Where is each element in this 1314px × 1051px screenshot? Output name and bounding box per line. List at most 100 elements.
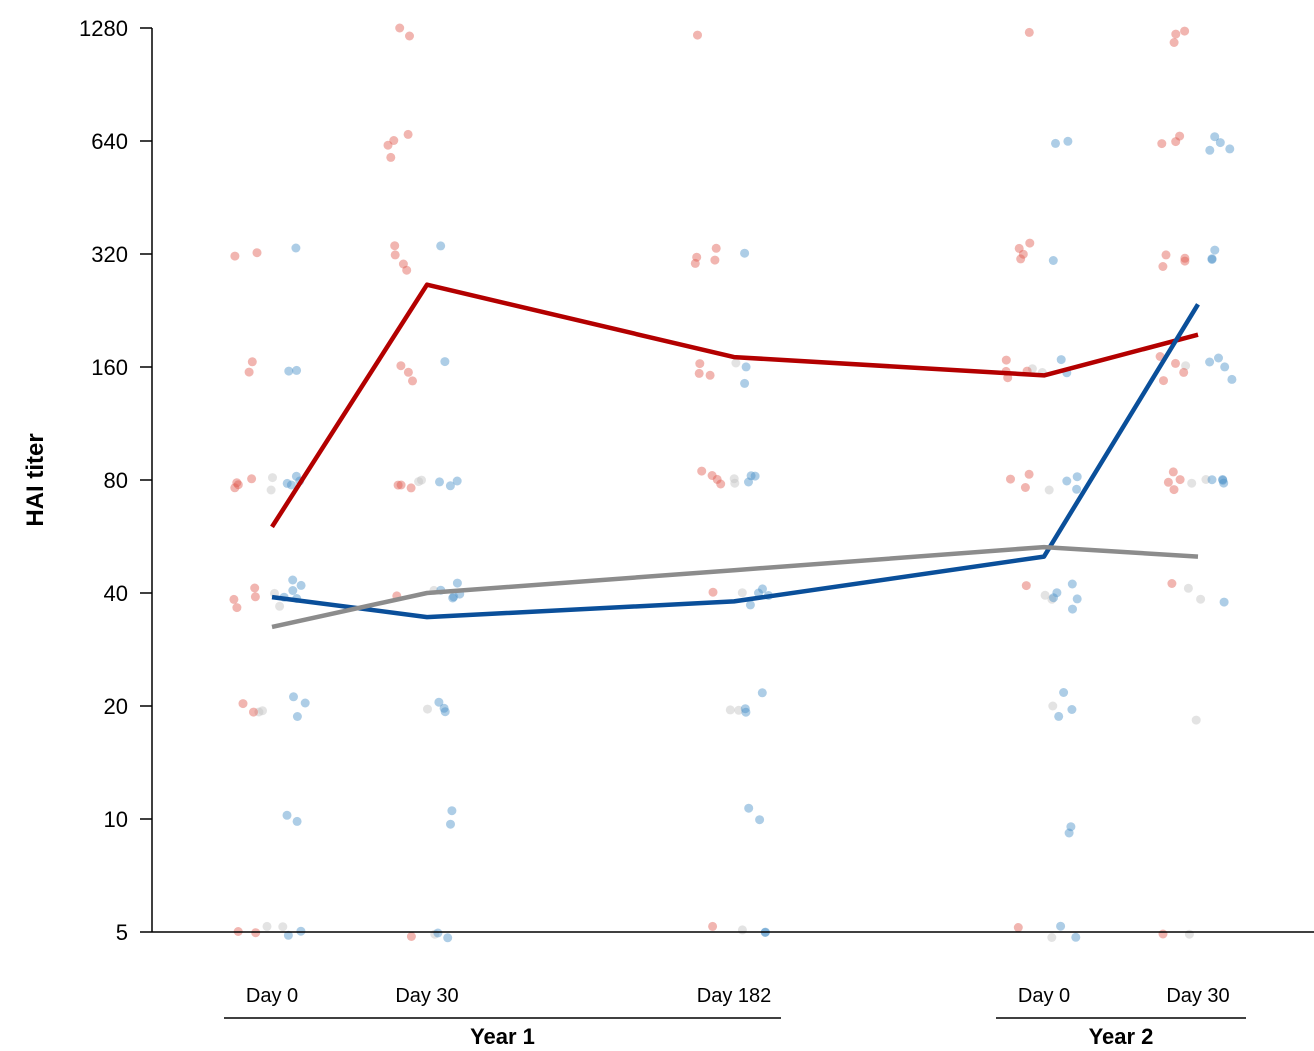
data-point-red [247, 474, 257, 484]
data-point-blue [433, 928, 443, 938]
data-point-blue [283, 930, 293, 940]
group-label: Year 1 [470, 1024, 535, 1049]
data-point-red [1006, 474, 1015, 484]
y-tick-label: 5 [116, 920, 128, 945]
series-line-1 [271, 303, 1200, 620]
data-point-blue [1056, 355, 1066, 365]
data-point-red [694, 368, 704, 378]
data-point-blue [1056, 921, 1066, 931]
data-point-blue [288, 575, 298, 585]
data-point-gray [254, 707, 264, 717]
data-point-red [406, 483, 416, 493]
data-point-red [1024, 469, 1034, 479]
data-point-blue [445, 481, 455, 491]
data-point-blue [296, 926, 306, 936]
data-point-blue [757, 688, 767, 698]
data-point-red [1016, 254, 1026, 264]
data-point-red [716, 479, 726, 489]
y-ticks: 5 10 20 40 80 160 320 640 1280 [79, 16, 152, 945]
data-point-red [1014, 243, 1024, 253]
y-tick-label: 10 [104, 807, 128, 832]
data-point-red [710, 255, 720, 265]
data-point-blue [740, 248, 750, 258]
x-category-label: Day 0 [246, 985, 298, 1007]
data-point-blue [296, 580, 306, 590]
data-point-red [250, 583, 260, 593]
data-point-red [390, 241, 400, 251]
data-point-gray [423, 704, 432, 714]
y-tick-label: 640 [91, 129, 128, 154]
data-point-gray [1187, 478, 1197, 488]
data-point-gray [268, 473, 277, 483]
data-point-red [1163, 477, 1173, 487]
group-label: Year 2 [1089, 1024, 1154, 1049]
data-point-red [712, 474, 722, 484]
data-point-red [695, 359, 705, 369]
data-point-blue [300, 698, 310, 708]
data-point-gray [734, 705, 744, 715]
data-point-blue [289, 692, 298, 702]
data-point-blue [1067, 705, 1077, 714]
data-point-red [1020, 483, 1030, 492]
data-point-blue [1218, 475, 1228, 485]
data-point-red [1179, 367, 1189, 377]
data-point-gray [1196, 594, 1206, 604]
data-point-blue [443, 933, 453, 943]
data-point-blue [758, 584, 767, 594]
data-point-red [247, 357, 257, 367]
data-point-red [708, 921, 718, 931]
data-point-blue [292, 712, 302, 721]
data-point-red [389, 136, 399, 145]
data-point-gray [1183, 583, 1193, 593]
y-tick-label: 20 [104, 694, 128, 719]
data-point-gray [262, 921, 272, 931]
data-point-blue [1049, 593, 1058, 603]
data-point-red [1161, 250, 1171, 260]
data-point-gray [737, 588, 747, 598]
data-point-red [244, 367, 254, 377]
data-point-red [232, 478, 242, 488]
data-point-blue [434, 697, 444, 707]
data-point-red [1180, 253, 1190, 263]
data-point-gray [417, 475, 426, 485]
data-point-blue [292, 816, 302, 826]
data-point-gray [1048, 701, 1058, 711]
data-point-red [249, 707, 258, 717]
data-point-red [1158, 262, 1168, 271]
y-tick-label: 320 [91, 242, 128, 267]
data-point-red [238, 699, 248, 709]
data-point-red [1171, 29, 1181, 39]
data-point-gray [278, 922, 288, 932]
data-point-red [708, 587, 718, 597]
data-point-blue [1072, 594, 1082, 604]
data-point-red [408, 376, 417, 386]
data-point-gray [737, 925, 747, 935]
data-point-blue [1067, 579, 1077, 589]
data-point-red [1169, 485, 1179, 495]
x-category-labels: Day 0 Day 30 Day 182 Day 0 Day 30 [246, 985, 1230, 1007]
data-point-blue [750, 471, 760, 481]
data-point-red [402, 265, 412, 275]
data-point-red [693, 30, 702, 40]
data-point-blue [1219, 597, 1229, 607]
data-point-red [230, 251, 240, 261]
data-point-blue [440, 707, 450, 717]
data-point-gray [258, 706, 267, 716]
data-point-blue [1210, 132, 1220, 142]
data-point-blue [1225, 144, 1235, 154]
y-tick-label: 80 [104, 468, 128, 493]
data-point-red [403, 129, 413, 139]
data-point-gray [414, 477, 424, 487]
data-point-blue [1205, 357, 1215, 367]
data-point-red [1013, 923, 1023, 932]
data-point-red [707, 471, 717, 480]
data-point-blue [1215, 138, 1225, 148]
data-point-red [690, 258, 700, 268]
data-point-gray [730, 478, 740, 488]
y-tick-label: 40 [104, 581, 128, 606]
data-point-gray [1047, 933, 1057, 942]
data-point-blue [448, 593, 458, 603]
data-point-blue [1227, 374, 1237, 384]
data-point-blue [435, 477, 444, 487]
